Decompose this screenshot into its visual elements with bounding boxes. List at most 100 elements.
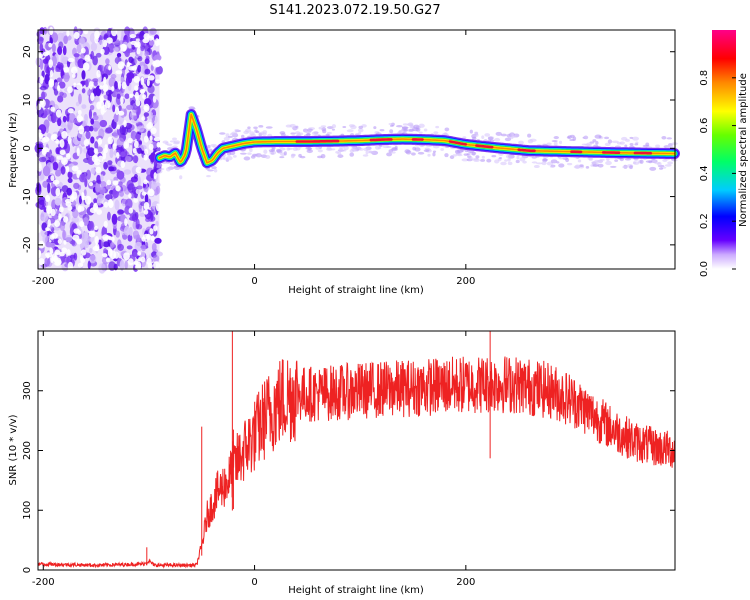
noise-blob [149,27,157,35]
ridge-halo-point [455,153,462,156]
ridge-halo-point [351,147,358,152]
noise-gap [49,247,54,255]
noise-blob [115,230,120,238]
noise-blob [96,193,105,202]
noise-blob [36,36,44,45]
noise-gap [142,38,150,44]
noise-gap [67,108,74,114]
noise-blob [109,148,114,159]
ridge-halo-point [607,139,613,144]
ridge-halo-point [249,147,253,153]
noise-gap [130,40,138,45]
noise-blob [81,70,86,80]
noise-blob [42,165,51,177]
ridge-halo-point [232,154,237,158]
ridge-halo-point [556,161,560,164]
noise-blob [52,161,59,171]
noise-blob [44,257,51,268]
noise-blob [113,176,118,182]
noise-gap [80,254,84,263]
noise-blob [103,248,108,255]
noise-blob [57,117,62,127]
noise-gap [94,225,98,231]
noise-blob [125,198,133,210]
ridge-halo-point [504,159,508,162]
noise-blob [101,226,108,237]
ridge-halo-point [219,132,226,135]
noise-gap [50,175,55,182]
snr-xlabel: Height of straight line (km) [288,585,424,596]
noise-gap [83,27,89,35]
noise-gap [105,257,110,263]
noise-gap [139,89,146,94]
noise-gap [152,60,157,67]
noise-blob [64,235,73,243]
noise-blob [109,242,115,249]
noise-gap [101,253,108,258]
snr-ticks: -200 0 200 0 100 200 300 [22,331,675,588]
ridge-halo-point [318,126,323,130]
ridge-halo-point [331,128,335,131]
noise-gap [54,220,61,228]
ridge-halo-point [210,143,217,147]
noise-blob [42,58,49,64]
noise-gap [143,179,148,185]
spectrogram-panel: -200 0 200 -20 -10 0 10 20 Height of straight l… [8,25,680,296]
noise-gap [50,254,54,264]
ridge-halo-point [473,157,479,161]
spectrogram-xlabel: Height of straight line (km) [288,285,424,296]
noise-gap [78,220,85,228]
noise-blob [69,226,74,235]
noise-gap [107,247,113,257]
noise-blob [152,255,160,262]
ytick-label: 10 [22,94,33,107]
noise-blob [45,123,49,134]
ridge-halo-point [484,133,491,137]
noise-gap [143,233,150,240]
noise-gap [143,201,150,210]
noise-gap [89,207,97,214]
ridge-halo-point [389,129,394,134]
noise-gap [56,85,61,92]
noise-blob [62,74,71,80]
ridge-halo-point [390,151,396,154]
noise-blob [120,76,125,83]
xtick-label: 0 [251,276,257,287]
noise-blob [39,43,44,52]
ridge-halo-point [567,162,573,166]
noise-gap [59,139,65,148]
ridge-halo-point [228,135,233,139]
noise-blob [38,156,47,163]
noise-gap [40,99,44,106]
xtick-label: -200 [32,276,55,287]
noise-gap [78,125,85,135]
ridge-halo-point [587,157,593,160]
noise-gap [120,160,126,169]
noise-gap [144,148,149,155]
noise-gap [59,149,66,156]
noise-blob [40,211,49,222]
ridge-halo-point [527,139,534,144]
noise-gap [46,50,50,56]
noise-gap [67,135,72,145]
ridge-halo-point [569,134,575,138]
noise-blob [59,91,64,97]
noise-blob [98,39,103,45]
ridge-halo-point [440,148,444,151]
ridge-halo-point [346,129,354,133]
noise-blob [151,181,157,190]
ridge-halo-point [558,163,565,168]
ridge-halo-point [645,160,652,163]
noise-gap [134,91,139,101]
ytick-label: 200 [22,441,33,460]
xtick-label: -200 [32,577,55,588]
noise-blob [126,104,133,111]
noise-gap [66,153,71,160]
noise-blob [81,88,86,94]
noise-blob [128,56,134,64]
ridge-halo-point [349,152,355,157]
noise-gap [153,172,157,180]
noise-blob [124,93,130,99]
ridge-halo-point [495,131,502,136]
noise-gap [61,130,68,139]
